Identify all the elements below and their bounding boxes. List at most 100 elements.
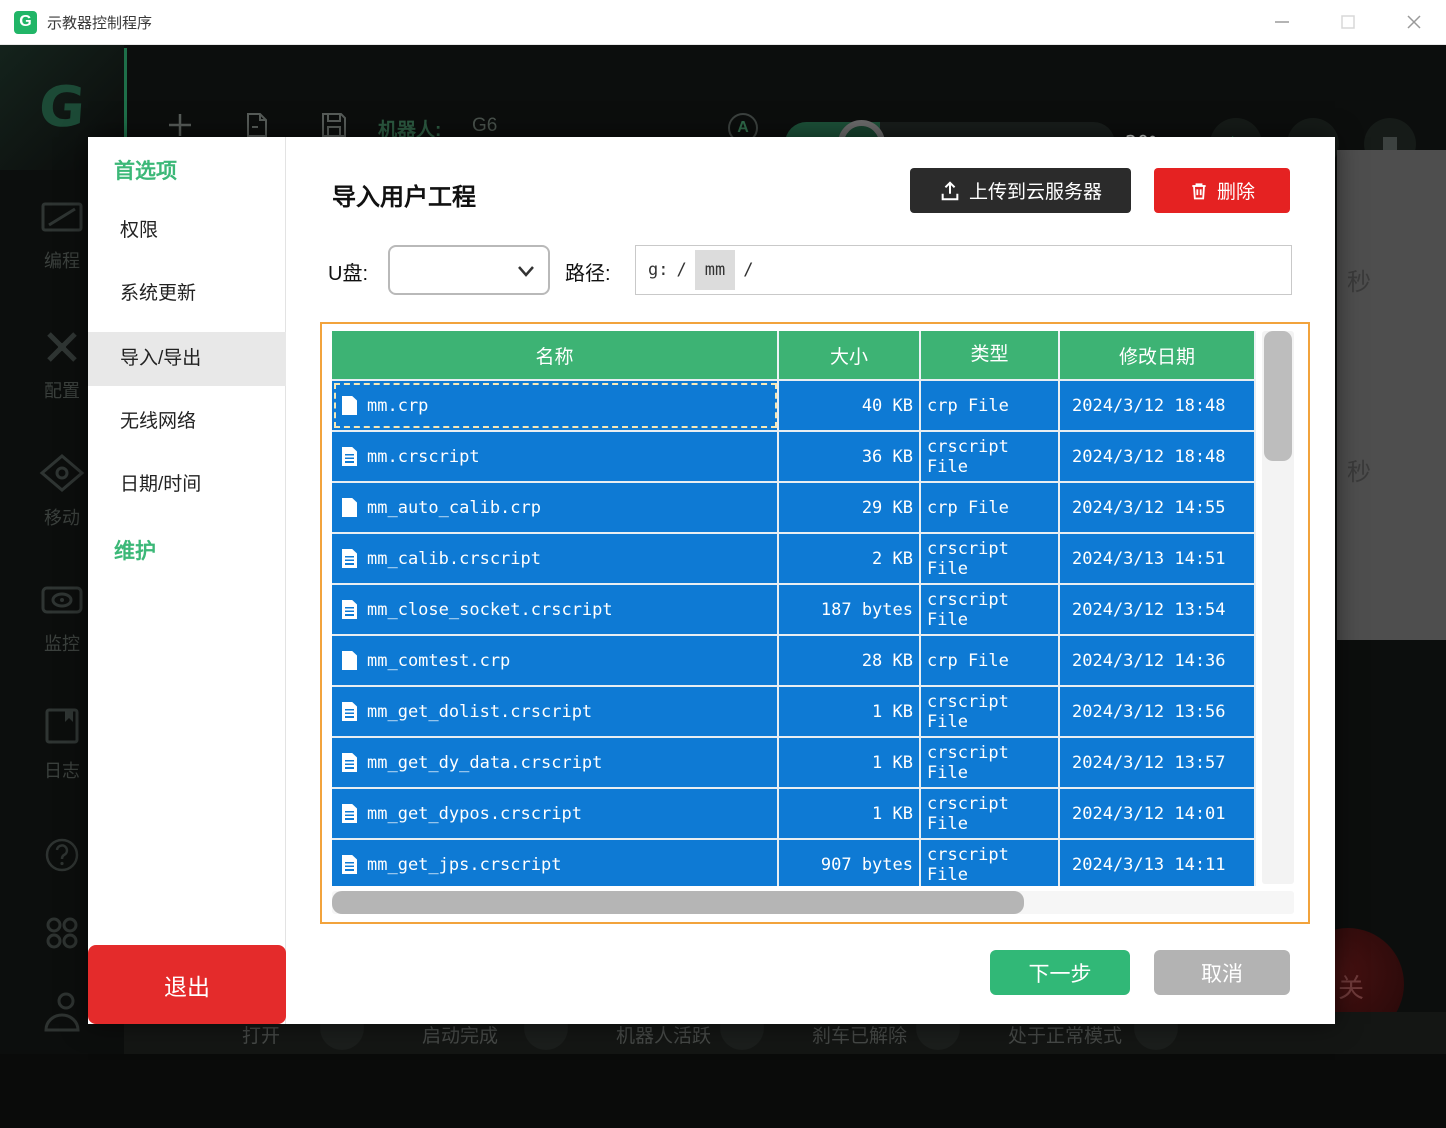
apps-button[interactable] <box>0 912 124 954</box>
file-name-text: mm_calib.crscript <box>367 548 541 569</box>
file-name-cell[interactable]: mm_comtest.crp <box>332 636 779 685</box>
table-row[interactable]: mm_get_dolist.crscript 1 KB crscript Fil… <box>332 685 1256 736</box>
titlebar: G 示教器控制程序 <box>0 0 1446 45</box>
chevron-down-icon <box>518 266 534 277</box>
vertical-scrollbar-thumb[interactable] <box>1264 331 1292 461</box>
file-type-cell: crscript File <box>921 840 1060 886</box>
file-name-cell[interactable]: mm_calib.crscript <box>332 534 779 583</box>
file-name-text: mm_get_dypos.crscript <box>367 803 582 824</box>
file-type: crscript File <box>927 793 1009 834</box>
horizontal-scrollbar[interactable] <box>332 891 1294 914</box>
delete-button-label: 删除 <box>1216 182 1255 203</box>
file-size: 1 KB <box>779 687 921 736</box>
move-icon <box>39 454 85 492</box>
file-icon <box>342 651 357 670</box>
file-name-cell[interactable]: mm_get_dypos.crscript <box>332 789 779 838</box>
path-segment-folder[interactable]: mm <box>694 250 736 290</box>
column-header-type[interactable]: 类型 <box>921 331 1060 379</box>
cancel-button[interactable]: 取消 <box>1154 950 1290 995</box>
upload-button-label: 上传到云服务器 <box>968 182 1102 203</box>
user-button[interactable] <box>0 990 124 1034</box>
file-icon <box>342 753 357 772</box>
status-normal-mode: 处于正常模式 <box>1008 1026 1123 1047</box>
brand-g-icon: G <box>36 75 88 140</box>
file-type: crscript File <box>927 589 1009 630</box>
column-header-size[interactable]: 大小 <box>779 331 921 379</box>
file-name-cell[interactable]: mm.crscript <box>332 432 779 481</box>
status-open: 打开 <box>242 1026 281 1047</box>
table-row[interactable]: mm_comtest.crp 28 KB crp File 2024/3/12 … <box>332 634 1256 685</box>
file-type-cell: crscript File <box>921 534 1060 583</box>
file-icon <box>342 549 357 568</box>
path-segment: / <box>676 260 687 280</box>
file-name-text: mm_close_socket.crscript <box>367 599 613 620</box>
table-row[interactable]: mm_get_dy_data.crscript 1 KB crscript Fi… <box>332 736 1256 787</box>
file-type-cell: crscript File <box>921 687 1060 736</box>
table-row[interactable]: mm_get_jps.crscript 907 bytes crscript F… <box>332 838 1256 886</box>
file-date: 2024/3/12 13:54 <box>1060 585 1256 634</box>
vertical-scrollbar[interactable] <box>1262 331 1294 884</box>
file-type-cell: crscript File <box>921 738 1060 787</box>
monitor-icon <box>41 586 83 614</box>
horizontal-scrollbar-thumb[interactable] <box>332 891 1024 914</box>
path-label: 路径: <box>565 263 611 285</box>
file-type-cell: crscript File <box>921 585 1060 634</box>
path-segment: g: <box>648 260 669 280</box>
delete-button[interactable]: 删除 <box>1154 168 1290 213</box>
table-row[interactable]: mm.crscript 36 KB crscript File 2024/3/1… <box>332 430 1256 481</box>
log-icon <box>45 708 79 744</box>
help-button[interactable] <box>0 835 124 875</box>
file-size: 2 KB <box>779 534 921 583</box>
file-type-cell: crp File <box>921 381 1060 430</box>
table-row[interactable]: mm_auto_calib.crp 29 KB crp File 2024/3/… <box>332 481 1256 532</box>
column-header-name[interactable]: 名称 <box>332 331 779 379</box>
file-name-cell[interactable]: mm_auto_calib.crp <box>332 483 779 532</box>
menu-item-permissions[interactable]: 权限 <box>120 220 159 241</box>
table-row[interactable]: mm_calib.crscript 2 KB crscript File 202… <box>332 532 1256 583</box>
column-header-date[interactable]: 修改日期 <box>1060 331 1256 379</box>
next-step-button[interactable]: 下一步 <box>990 950 1130 995</box>
file-type: crscript File <box>927 844 1009 885</box>
path-input[interactable]: g: / mm / <box>635 245 1292 295</box>
plus-icon <box>169 114 191 136</box>
open-file-icon <box>247 113 267 137</box>
robot-label: 机器人: <box>378 120 442 141</box>
file-size: 36 KB <box>779 432 921 481</box>
file-name-cell[interactable]: mm_get_jps.crscript <box>332 840 779 886</box>
menu-item-date-time[interactable]: 日期/时间 <box>120 474 202 495</box>
file-name-text: mm.crscript <box>367 446 480 467</box>
file-icon <box>342 447 357 466</box>
dialog-menu: 首选项 权限 系统更新 导入/导出 无线网络 日期/时间 维护 退出 <box>88 137 286 1024</box>
sidebar-item-move[interactable]: 移动 <box>0 453 124 530</box>
sidebar-item-label: 编程 <box>44 251 80 271</box>
file-name-cell[interactable]: mm_close_socket.crscript <box>332 585 779 634</box>
menu-item-import-export[interactable]: 导入/导出 <box>88 332 286 386</box>
usb-select[interactable] <box>388 245 550 295</box>
file-type-cell: crscript File <box>921 432 1060 481</box>
upload-to-cloud-button[interactable]: 上传到云服务器 <box>910 168 1131 213</box>
menu-item-system-update[interactable]: 系统更新 <box>120 283 197 304</box>
maximize-button[interactable] <box>1338 12 1358 32</box>
file-name-cell[interactable]: mm_get_dy_data.crscript <box>332 738 779 787</box>
file-name-cell[interactable]: mm.crp <box>332 381 779 430</box>
file-date: 2024/3/12 14:01 <box>1060 789 1256 838</box>
file-size: 1 KB <box>779 789 921 838</box>
sidebar-item-programming[interactable]: 编程 <box>0 198 124 273</box>
file-name-cell[interactable]: mm_get_dolist.crscript <box>332 687 779 736</box>
file-type-cell: crscript File <box>921 789 1060 838</box>
upload-icon <box>941 180 959 200</box>
close-button[interactable] <box>1404 12 1424 32</box>
menu-item-wireless[interactable]: 无线网络 <box>120 411 197 432</box>
file-date: 2024/3/12 18:48 <box>1060 381 1256 430</box>
sidebar-item-config[interactable]: 配置 <box>0 328 124 403</box>
file-icon <box>342 804 357 823</box>
minimize-button[interactable] <box>1272 12 1292 32</box>
table-row[interactable]: mm.crp 40 KB crp File 2024/3/12 18:48 <box>332 379 1256 430</box>
table-row[interactable]: mm_get_dypos.crscript 1 KB crscript File… <box>332 787 1256 838</box>
file-size: 29 KB <box>779 483 921 532</box>
sidebar-item-log[interactable]: 日志 <box>0 706 124 783</box>
exit-button[interactable]: 退出 <box>88 945 286 1024</box>
table-row[interactable]: mm_close_socket.crscript 187 bytes crscr… <box>332 583 1256 634</box>
status-startup-complete: 启动完成 <box>422 1026 499 1047</box>
sidebar-item-monitor[interactable]: 监控 <box>0 581 124 656</box>
